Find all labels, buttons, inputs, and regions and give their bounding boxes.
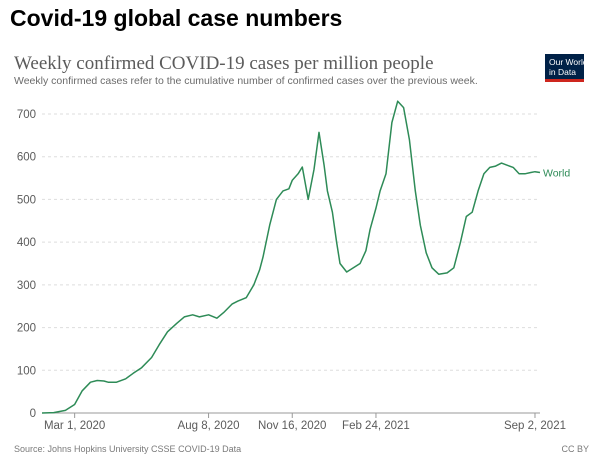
page-heading: Covid-19 global case numbers	[10, 5, 343, 31]
x-tick-label-0: Mar 1, 2020	[44, 420, 105, 432]
logo-line-2: in Data	[549, 67, 576, 77]
x-tick-label-4: Sep 2, 2021	[504, 420, 566, 432]
y-tick-label-100: 100	[17, 365, 36, 377]
y-tick-label-200: 200	[17, 323, 36, 335]
y-tick-label-600: 600	[17, 152, 36, 164]
y-tick-label-400: 400	[17, 237, 36, 249]
series-label-world: World	[543, 168, 570, 180]
series-line-world	[41, 100, 541, 414]
owid-logo[interactable]: Our World in Data	[545, 54, 588, 82]
logo-line-1: Our World	[549, 57, 588, 67]
x-tick-label-2: Nov 16, 2020	[258, 420, 326, 432]
y-tick-label-300: 300	[17, 280, 36, 292]
x-tick-label-3: Feb 24, 2021	[342, 420, 410, 432]
chart-subtitle: Weekly confirmed cases refer to the cumu…	[14, 75, 478, 87]
y-tick-label-0: 0	[30, 408, 36, 420]
chart-title: Weekly confirmed COVID-19 cases per mill…	[14, 53, 434, 74]
x-tick-label-1: Aug 8, 2020	[178, 420, 240, 432]
license-label[interactable]: CC BY	[561, 444, 589, 454]
y-tick-label-500: 500	[17, 194, 36, 206]
y-tick-label-700: 700	[17, 109, 36, 121]
source-note: Source: Johns Hopkins University CSSE CO…	[14, 444, 242, 454]
